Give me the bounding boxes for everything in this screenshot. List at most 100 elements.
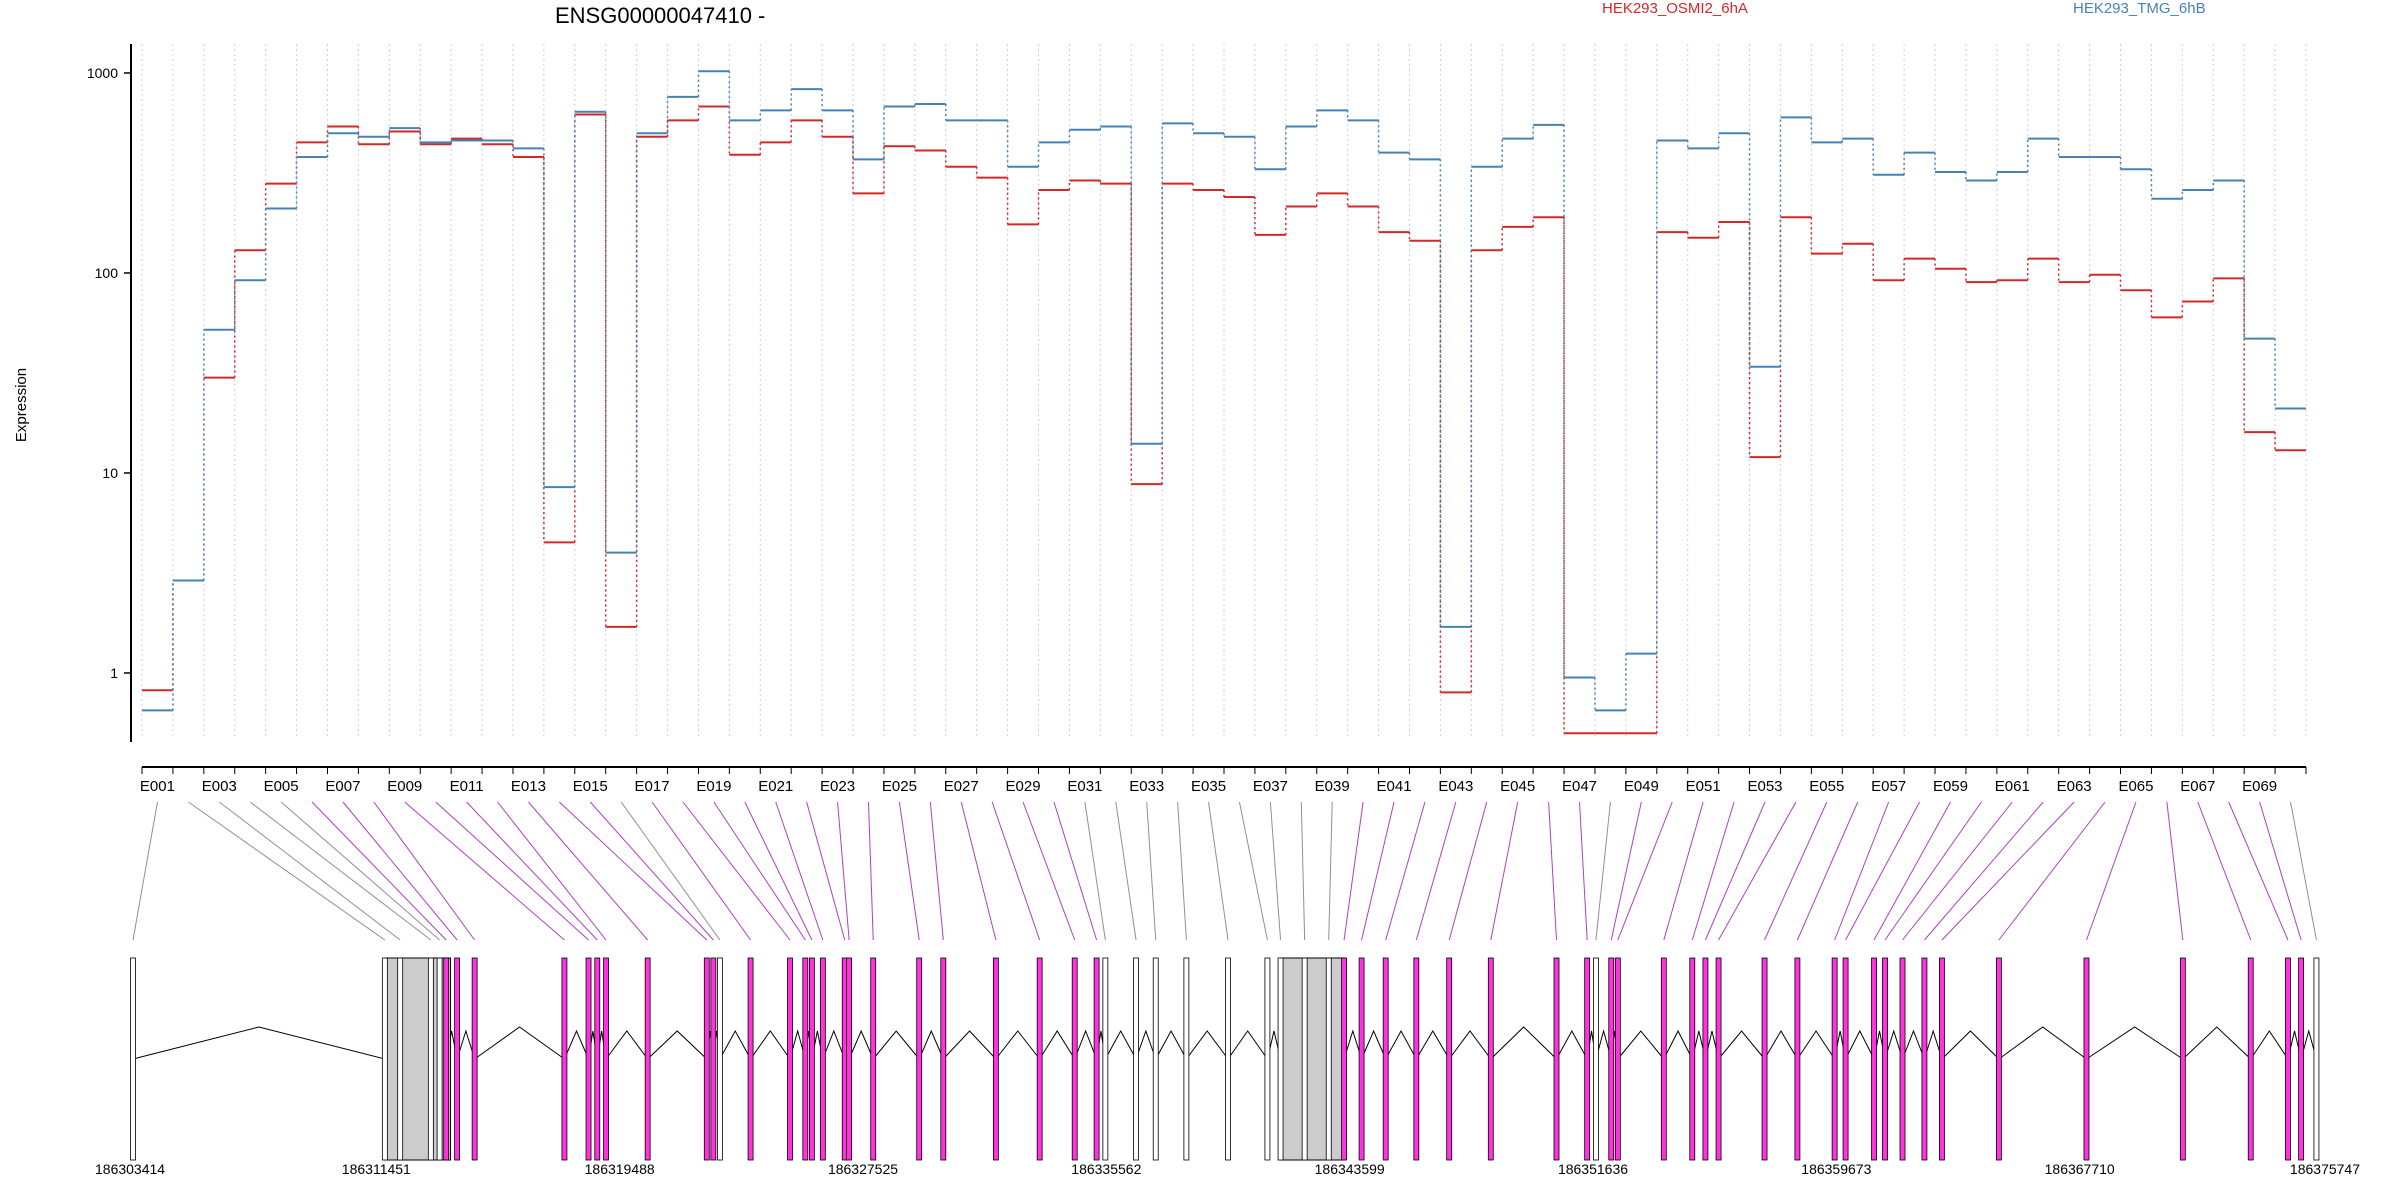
exon-connector: [1884, 801, 1982, 941]
exon-connector: [1998, 801, 2106, 941]
exon-connector: [2166, 801, 2184, 941]
intron-line: [750, 1030, 791, 1060]
intron-line: [1448, 1030, 1492, 1060]
x-tick-label: E035: [1191, 778, 1226, 795]
exon-connector: [867, 801, 874, 941]
intron-line: [132, 1026, 385, 1060]
exon-block: [1277, 957, 1284, 1161]
exon-block: [1325, 957, 1332, 1161]
x-tick-label: E045: [1500, 778, 1535, 795]
x-tick-label: E065: [2118, 778, 2153, 795]
exon-block: [1831, 957, 1838, 1161]
exon-block: [1715, 957, 1722, 1161]
x-tick-label: E039: [1315, 778, 1350, 795]
exon-block: [1614, 957, 1621, 1161]
exon-connector: [1617, 801, 1673, 941]
exon-block: [1036, 957, 1043, 1161]
exon-connector: [929, 801, 944, 941]
exon-connector: [682, 801, 791, 941]
coordinate-label: 186327525: [828, 1161, 898, 1177]
exon-block: [1939, 957, 1945, 1161]
intron-line: [1556, 1029, 1588, 1060]
x-tick-label: E037: [1253, 778, 1288, 795]
coordinate-label: 186351636: [1558, 1161, 1628, 1177]
x-tick-label: E047: [1562, 778, 1597, 795]
exon-block: [397, 957, 404, 1161]
intron-line: [1718, 1030, 1765, 1060]
intron-line: [1104, 1029, 1137, 1060]
exon-connector: [1490, 801, 1519, 941]
x-tick-label: E019: [696, 778, 731, 795]
exon-connector: [1691, 801, 1735, 941]
intron-line: [872, 1030, 920, 1060]
exon-block: [1487, 957, 1494, 1161]
exon-connector-lines: [132, 801, 2317, 941]
y-tick-label: 100: [95, 265, 119, 281]
intron-line: [822, 1029, 846, 1060]
x-tick-label: E041: [1377, 778, 1412, 795]
exon-block: [443, 957, 450, 1161]
x-tick-label: E061: [1995, 778, 2030, 795]
coordinate-label: 186359673: [1801, 1161, 1871, 1177]
exon-connector: [373, 801, 476, 941]
x-tick-label: E069: [2242, 778, 2277, 795]
intron-line: [647, 1030, 708, 1060]
x-tick-label: E053: [1747, 778, 1782, 795]
exon-block: [1264, 957, 1271, 1161]
exon-connector: [1845, 801, 1921, 941]
exon-block: [1341, 957, 1347, 1161]
y-tick-label: 1000: [87, 65, 118, 81]
exon-block: [585, 957, 592, 1161]
exon-connector: [1448, 801, 1488, 941]
exon-block: [454, 957, 461, 1161]
exon-block: [846, 957, 853, 1161]
intron-line: [1764, 1030, 1798, 1060]
exon-block: [1358, 957, 1365, 1161]
exon-connector: [1328, 801, 1333, 941]
coordinate-label: 186319488: [585, 1161, 655, 1177]
exon-block: [1093, 957, 1100, 1161]
exon-connector: [1269, 801, 1282, 941]
exon-block: [710, 957, 717, 1161]
coordinate-label: 186375747: [2290, 1161, 2360, 1177]
exon-block: [561, 957, 568, 1161]
exon-block: [1553, 957, 1560, 1161]
y-tick-label: 10: [102, 465, 118, 481]
x-tick-label: E023: [820, 778, 855, 795]
exon-block: [2298, 957, 2305, 1161]
exon-block: [1584, 957, 1591, 1161]
exon-connector: [651, 801, 751, 941]
x-tick-label: E043: [1438, 778, 1473, 795]
exon-block: [2179, 957, 2186, 1161]
exon-connector: [188, 801, 386, 941]
exon-connector: [466, 801, 598, 941]
exon-connector: [1053, 801, 1098, 941]
exon-connector: [132, 801, 158, 941]
exon-block: [130, 957, 136, 1161]
exon-connector: [744, 801, 813, 941]
x-tick-label: E059: [1933, 778, 1968, 795]
exon-block: [436, 957, 443, 1161]
exon-connector: [1300, 801, 1306, 941]
exon-block: [819, 957, 826, 1161]
intron-line: [1941, 1030, 2000, 1060]
intron-line: [1343, 1029, 1363, 1060]
x-tick-label: E017: [635, 778, 670, 795]
intron-line: [2182, 1026, 2252, 1060]
intron-line: [1998, 1026, 2087, 1060]
exon-connector: [713, 801, 806, 941]
x-tick-label: E011: [450, 778, 484, 795]
intron-line: [995, 1030, 1041, 1060]
intron-line: [563, 1029, 589, 1060]
series-tmg: [142, 70, 2306, 712]
exon-connector: [1146, 801, 1157, 941]
exon-connector: [1718, 801, 1797, 941]
exon-block: [1225, 957, 1231, 1161]
exon-block: [1761, 957, 1768, 1161]
exon-connector: [589, 801, 714, 941]
x-tick-label: E005: [264, 778, 299, 795]
exon-connector: [2197, 801, 2252, 941]
exon-block: [1183, 957, 1190, 1161]
intron-line: [1663, 1029, 1693, 1060]
exon-connector: [435, 801, 589, 941]
